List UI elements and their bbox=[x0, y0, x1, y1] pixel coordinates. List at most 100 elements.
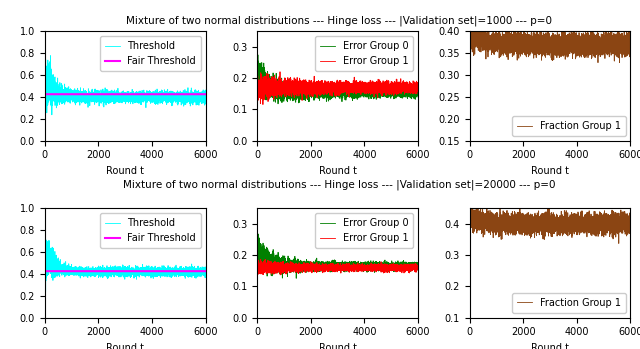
Error Group 0 bbox=[326, 92, 333, 96]
Threshold bbox=[113, 272, 121, 276]
Threshold bbox=[200, 96, 208, 100]
Error Group 1 bbox=[292, 84, 300, 88]
Error Group 1 bbox=[253, 294, 261, 298]
Fair Threshold bbox=[200, 92, 208, 96]
Fair Threshold bbox=[102, 92, 109, 96]
Error Group 1 bbox=[314, 83, 322, 87]
Error Group 1 bbox=[326, 265, 333, 269]
X-axis label: Round t: Round t bbox=[106, 166, 144, 176]
Fair Threshold bbox=[41, 92, 49, 96]
Fraction Group 1 bbox=[503, 38, 511, 42]
Error Group 1 bbox=[276, 70, 284, 74]
Fraction Group 1 bbox=[505, 225, 513, 230]
Error Group 1 bbox=[292, 265, 300, 269]
Line: Error Group 0: Error Group 0 bbox=[257, 41, 418, 134]
Error Group 1 bbox=[291, 88, 298, 92]
Error Group 0 bbox=[292, 261, 300, 265]
Error Group 1 bbox=[292, 265, 300, 269]
Threshold bbox=[41, 38, 49, 42]
Threshold bbox=[200, 270, 208, 274]
Fraction Group 1 bbox=[627, 44, 634, 48]
Fraction Group 1 bbox=[505, 45, 513, 49]
Error Group 0 bbox=[413, 91, 420, 95]
Threshold bbox=[78, 95, 86, 99]
Legend: Error Group 0, Error Group 1: Error Group 0, Error Group 1 bbox=[316, 36, 413, 71]
Error Group 1 bbox=[413, 84, 420, 89]
Error Group 0 bbox=[314, 89, 322, 93]
Threshold bbox=[102, 95, 109, 99]
X-axis label: Round t: Round t bbox=[531, 166, 569, 176]
Error Group 0 bbox=[253, 306, 261, 310]
Fraction Group 1 bbox=[466, 203, 474, 207]
Threshold bbox=[48, 113, 56, 117]
Fraction Group 1 bbox=[627, 225, 634, 229]
Error Group 1 bbox=[314, 266, 322, 270]
Error Group 1 bbox=[414, 264, 422, 268]
Line: Threshold: Threshold bbox=[45, 208, 205, 292]
Fraction Group 1 bbox=[504, 37, 511, 41]
Error Group 0 bbox=[292, 90, 300, 94]
X-axis label: Round t: Round t bbox=[106, 343, 144, 349]
Error Group 0 bbox=[414, 88, 422, 92]
Fair Threshold bbox=[79, 92, 87, 96]
Error Group 0 bbox=[414, 264, 422, 268]
Error Group 1 bbox=[326, 83, 333, 87]
Line: Threshold: Threshold bbox=[45, 40, 205, 115]
Fair Threshold bbox=[78, 92, 86, 96]
Line: Error Group 1: Error Group 1 bbox=[257, 72, 418, 116]
Fair Threshold bbox=[41, 269, 49, 273]
Error Group 1 bbox=[413, 267, 420, 271]
X-axis label: Round t: Round t bbox=[319, 343, 356, 349]
Fair Threshold bbox=[200, 269, 208, 273]
Line: Error Group 1: Error Group 1 bbox=[257, 259, 418, 296]
Legend: Threshold, Fair Threshold: Threshold, Fair Threshold bbox=[100, 36, 201, 71]
Error Group 0 bbox=[253, 213, 261, 217]
Threshold bbox=[42, 290, 49, 294]
Error Group 0 bbox=[292, 94, 300, 98]
X-axis label: Round t: Round t bbox=[531, 343, 569, 349]
Fair Threshold bbox=[113, 92, 121, 96]
Fraction Group 1 bbox=[526, 46, 534, 50]
Error Group 1 bbox=[291, 263, 298, 267]
Fraction Group 1 bbox=[467, 21, 474, 25]
Error Group 1 bbox=[257, 257, 264, 261]
Fraction Group 1 bbox=[466, 139, 474, 143]
Fraction Group 1 bbox=[625, 222, 633, 227]
Line: Fraction Group 1: Fraction Group 1 bbox=[470, 23, 630, 141]
X-axis label: Round t: Round t bbox=[319, 166, 356, 176]
Text: Mixture of two normal distributions --- Hinge loss --- |Validation set|=1000 ---: Mixture of two normal distributions --- … bbox=[126, 16, 552, 26]
Threshold bbox=[41, 206, 49, 210]
Legend: Threshold, Fair Threshold: Threshold, Fair Threshold bbox=[100, 213, 201, 248]
Fraction Group 1 bbox=[526, 215, 534, 220]
Fair Threshold bbox=[113, 269, 121, 273]
Line: Error Group 0: Error Group 0 bbox=[257, 215, 418, 308]
Threshold bbox=[80, 92, 88, 97]
Error Group 1 bbox=[292, 83, 300, 88]
Error Group 0 bbox=[291, 89, 298, 93]
Threshold bbox=[78, 268, 86, 272]
Fair Threshold bbox=[80, 269, 88, 273]
Error Group 0 bbox=[326, 263, 333, 267]
Error Group 0 bbox=[314, 263, 322, 268]
Fraction Group 1 bbox=[504, 215, 511, 219]
Fraction Group 1 bbox=[466, 315, 474, 320]
Fair Threshold bbox=[202, 269, 209, 273]
Line: Fraction Group 1: Fraction Group 1 bbox=[470, 205, 630, 318]
Fair Threshold bbox=[78, 269, 86, 273]
Threshold bbox=[80, 270, 88, 275]
Legend: Fraction Group 1: Fraction Group 1 bbox=[513, 293, 625, 313]
Fraction Group 1 bbox=[625, 37, 633, 41]
Fair Threshold bbox=[79, 269, 87, 273]
Threshold bbox=[79, 94, 87, 98]
Error Group 1 bbox=[414, 84, 422, 88]
Fair Threshold bbox=[102, 269, 109, 273]
Fraction Group 1 bbox=[538, 46, 545, 51]
Threshold bbox=[79, 269, 87, 273]
Fraction Group 1 bbox=[503, 216, 511, 220]
Error Group 0 bbox=[413, 263, 420, 267]
Fair Threshold bbox=[202, 92, 209, 96]
Error Group 0 bbox=[291, 265, 298, 269]
Legend: Error Group 0, Error Group 1: Error Group 0, Error Group 1 bbox=[316, 213, 413, 248]
Threshold bbox=[102, 272, 109, 276]
Threshold bbox=[113, 95, 121, 99]
